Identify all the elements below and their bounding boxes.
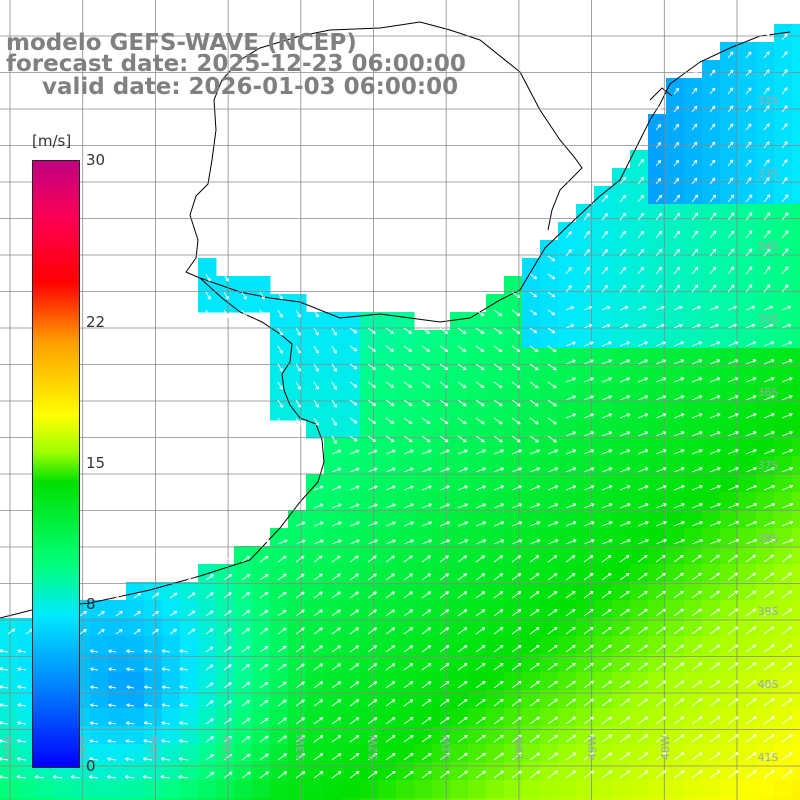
lat-label: 40S bbox=[758, 678, 779, 691]
lat-label: 32S bbox=[758, 94, 779, 107]
lon-label: 52W bbox=[367, 735, 380, 760]
lat-label: 35S bbox=[758, 313, 779, 326]
lat-label: 39S bbox=[758, 605, 779, 618]
colorbar-unit-label: [m/s] bbox=[32, 132, 72, 150]
lat-label: 38S bbox=[758, 532, 779, 545]
colorbar-tick-label: 30 bbox=[86, 151, 106, 169]
colorbar-tick-label: 8 bbox=[86, 595, 96, 614]
lon-label: 53W bbox=[294, 735, 307, 760]
lon-label: 49W bbox=[586, 735, 599, 760]
colorbar bbox=[32, 160, 80, 768]
valid-date: valid date: 2026-01-03 06:00:00 bbox=[42, 74, 459, 100]
lat-label: 36S bbox=[758, 386, 779, 399]
coastline bbox=[0, 21, 791, 619]
colorbar-tick-label: 0 bbox=[86, 757, 96, 775]
lat-label: 37S bbox=[758, 459, 779, 472]
lon-label: 51W bbox=[440, 735, 453, 760]
lon-label: 50W bbox=[513, 735, 526, 760]
lat-label: 34S bbox=[758, 240, 779, 253]
latitude-labels: 32S 33S 34S 35S 36S 37S 38S 39S 40S 41S bbox=[758, 94, 779, 764]
lon-label: 54W bbox=[221, 735, 234, 760]
lon-label: 48W bbox=[659, 735, 672, 760]
colorbar-tick-label: 22 bbox=[86, 312, 106, 331]
model-title: modelo GEFS-WAVE (NCEP) bbox=[6, 30, 357, 56]
wind-vectors bbox=[0, 33, 794, 779]
forecast-date: forecast date: 2025-12-23 06:00:00 bbox=[6, 51, 466, 77]
lat-label: 33S bbox=[758, 167, 779, 180]
colorbar-tick-label: 15 bbox=[86, 454, 106, 472]
lon-label: 57W bbox=[2, 735, 15, 760]
lat-label: 41S bbox=[758, 751, 779, 764]
lon-label: 55W bbox=[148, 735, 161, 760]
